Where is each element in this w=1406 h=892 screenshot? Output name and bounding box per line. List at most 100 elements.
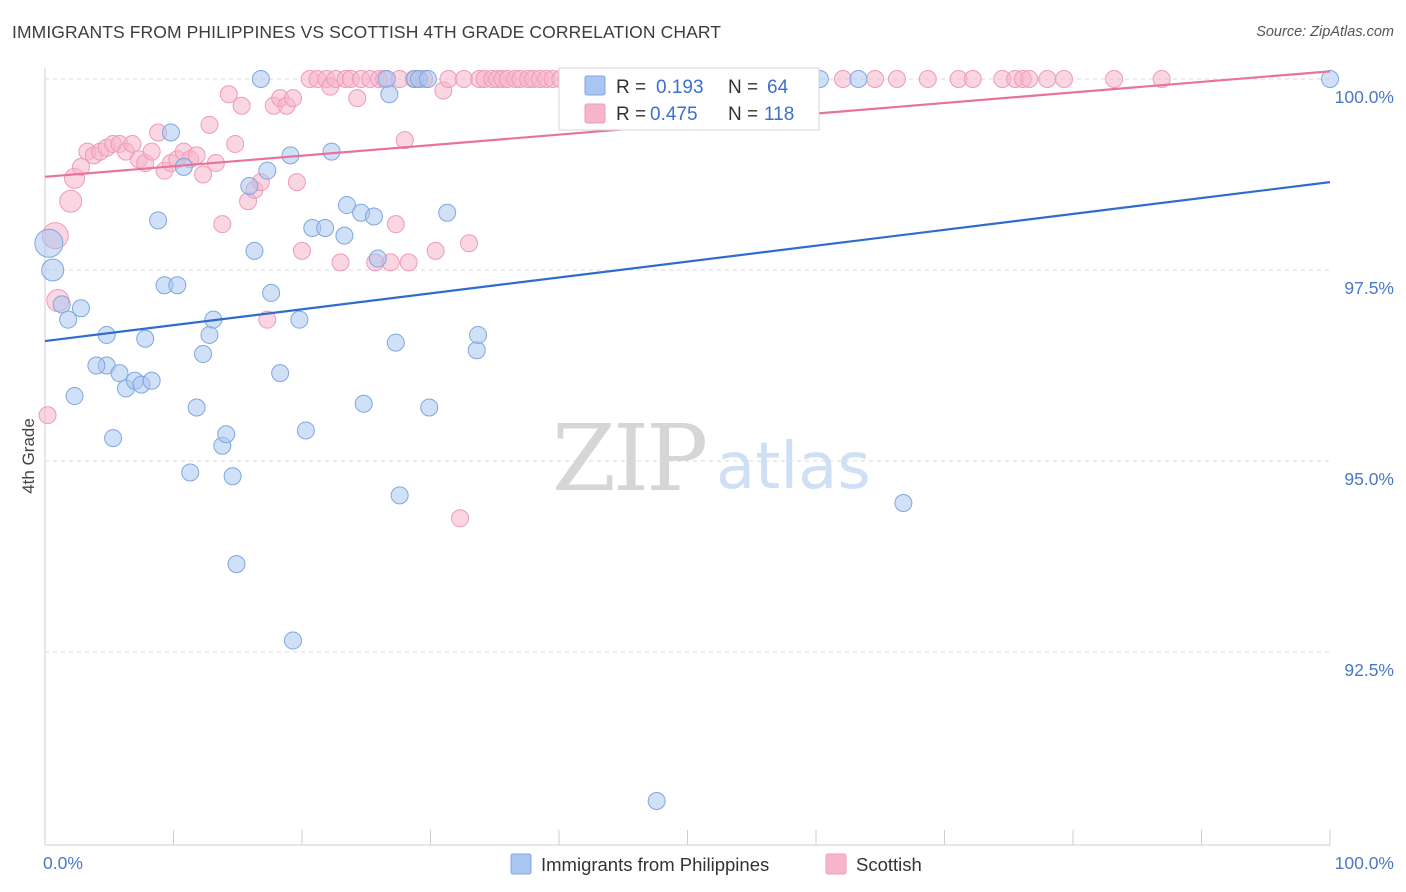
scottish-point: [38, 406, 57, 425]
philippines-point: [290, 310, 309, 329]
scottish-point: [232, 96, 251, 115]
chart-title: IMMIGRANTS FROM PHILIPPINES VS SCOTTISH …: [12, 22, 722, 42]
scottish-point: [226, 134, 245, 153]
philippines-point: [469, 325, 488, 344]
scottish-point: [451, 509, 470, 528]
legend-label-scottish: Scottish: [856, 854, 922, 875]
scottish-point: [123, 134, 142, 153]
philippines-point: [217, 425, 236, 444]
philippines-point: [34, 228, 64, 258]
bottom-legend: Immigrants from Philippines Scottish: [510, 853, 922, 875]
y-tick-label: 92.5%: [1344, 660, 1394, 680]
philippines-point: [380, 85, 399, 104]
philippines-point: [262, 283, 281, 302]
philippines-point: [136, 329, 155, 348]
philippines-point: [161, 123, 180, 142]
philippines-point: [251, 70, 270, 88]
philippines-point: [377, 70, 396, 88]
scottish-point: [194, 165, 213, 184]
watermark-atlas: atlas: [716, 430, 871, 504]
stat-r-value-philippines: 0.193: [656, 77, 704, 98]
philippines-point: [271, 364, 290, 383]
philippines-point: [322, 142, 341, 161]
scottish-point: [287, 173, 306, 192]
scottish-point: [866, 70, 885, 88]
philippines-point: [364, 207, 383, 226]
philippines-point: [52, 295, 71, 314]
scottish-point: [1152, 70, 1171, 88]
scottish-point: [439, 70, 458, 88]
y-tick-label: 97.5%: [1344, 278, 1394, 298]
philippines-point: [200, 325, 219, 344]
philippines-point: [647, 791, 666, 810]
x-axis-ticks: [44, 830, 1331, 845]
y-tick-label: 95.0%: [1344, 469, 1394, 489]
philippines-point: [467, 341, 486, 360]
scottish-point: [348, 89, 367, 108]
philippines-point: [296, 421, 315, 440]
philippines-point: [849, 70, 868, 88]
scottish-point: [426, 241, 445, 260]
stat-n-value-philippines: 64: [767, 77, 789, 98]
legend-label-philippines: Immigrants from Philippines: [541, 854, 769, 875]
philippines-point: [258, 161, 277, 180]
philippines-point: [168, 276, 187, 295]
philippines-point: [386, 333, 405, 352]
scottish-point: [399, 253, 418, 272]
scottish-point: [71, 157, 90, 176]
stat-n-value-scottish: 118: [764, 104, 794, 125]
source-label: Source: ZipAtlas.com: [1256, 24, 1394, 40]
scottish-point: [331, 253, 350, 272]
stats-legend: R = 0.193 N = 64 R = 0.475 N = 118: [558, 67, 820, 131]
watermark-zip: ZIP: [552, 405, 705, 512]
philippines-point: [335, 226, 354, 245]
stats-swatch-scottish: [584, 103, 606, 124]
scottish-point: [460, 234, 479, 253]
philippines-point: [390, 486, 409, 505]
scottish-point: [887, 70, 906, 88]
scottish-point: [200, 115, 219, 134]
scottish-point: [833, 70, 852, 88]
philippines-point: [368, 249, 387, 268]
philippines-point: [894, 494, 913, 513]
philippines-point: [438, 203, 457, 222]
scottish-point: [59, 189, 83, 213]
philippines-point: [41, 258, 65, 282]
scottish-point: [454, 70, 473, 88]
stat-n-label-scottish: N =: [728, 104, 758, 125]
philippines-point: [227, 555, 246, 574]
scottish-point: [258, 310, 277, 329]
x-tick-label-max: 100.0%: [1335, 853, 1394, 873]
scottish-point: [213, 215, 232, 234]
scottish-point: [219, 85, 238, 104]
y-axis-title: 4th Grade: [19, 418, 38, 494]
philippines-point: [187, 398, 206, 417]
philippines-point: [194, 345, 213, 364]
philippines-point: [418, 70, 437, 88]
philippines-point: [337, 196, 356, 215]
stats-swatch-philippines: [584, 75, 606, 96]
scottish-point: [142, 142, 161, 161]
philippines-point: [142, 371, 161, 390]
philippines-point: [240, 176, 259, 195]
philippines-point: [1321, 70, 1339, 88]
philippines-point: [245, 241, 264, 260]
stat-r-label-philippines: R =: [616, 77, 646, 98]
philippines-point: [110, 364, 129, 383]
stat-r-value-scottish: 0.475: [650, 104, 698, 125]
scottish-point: [293, 241, 311, 260]
philippines-point: [104, 429, 123, 448]
scottish-point: [284, 89, 303, 108]
stat-n-label-philippines: N =: [728, 77, 758, 98]
philippines-points: [34, 70, 1339, 810]
philippines-point: [65, 387, 84, 406]
legend-swatch-philippines: [510, 853, 532, 875]
philippines-point: [420, 398, 439, 417]
philippines-trend-line: [44, 181, 1331, 343]
scottish-point: [1055, 70, 1074, 88]
philippines-point: [87, 356, 106, 375]
philippines-point: [71, 299, 90, 318]
y-tick-labels: 100.0% 97.5% 95.0% 92.5%: [1335, 87, 1394, 680]
philippines-point: [59, 310, 78, 329]
